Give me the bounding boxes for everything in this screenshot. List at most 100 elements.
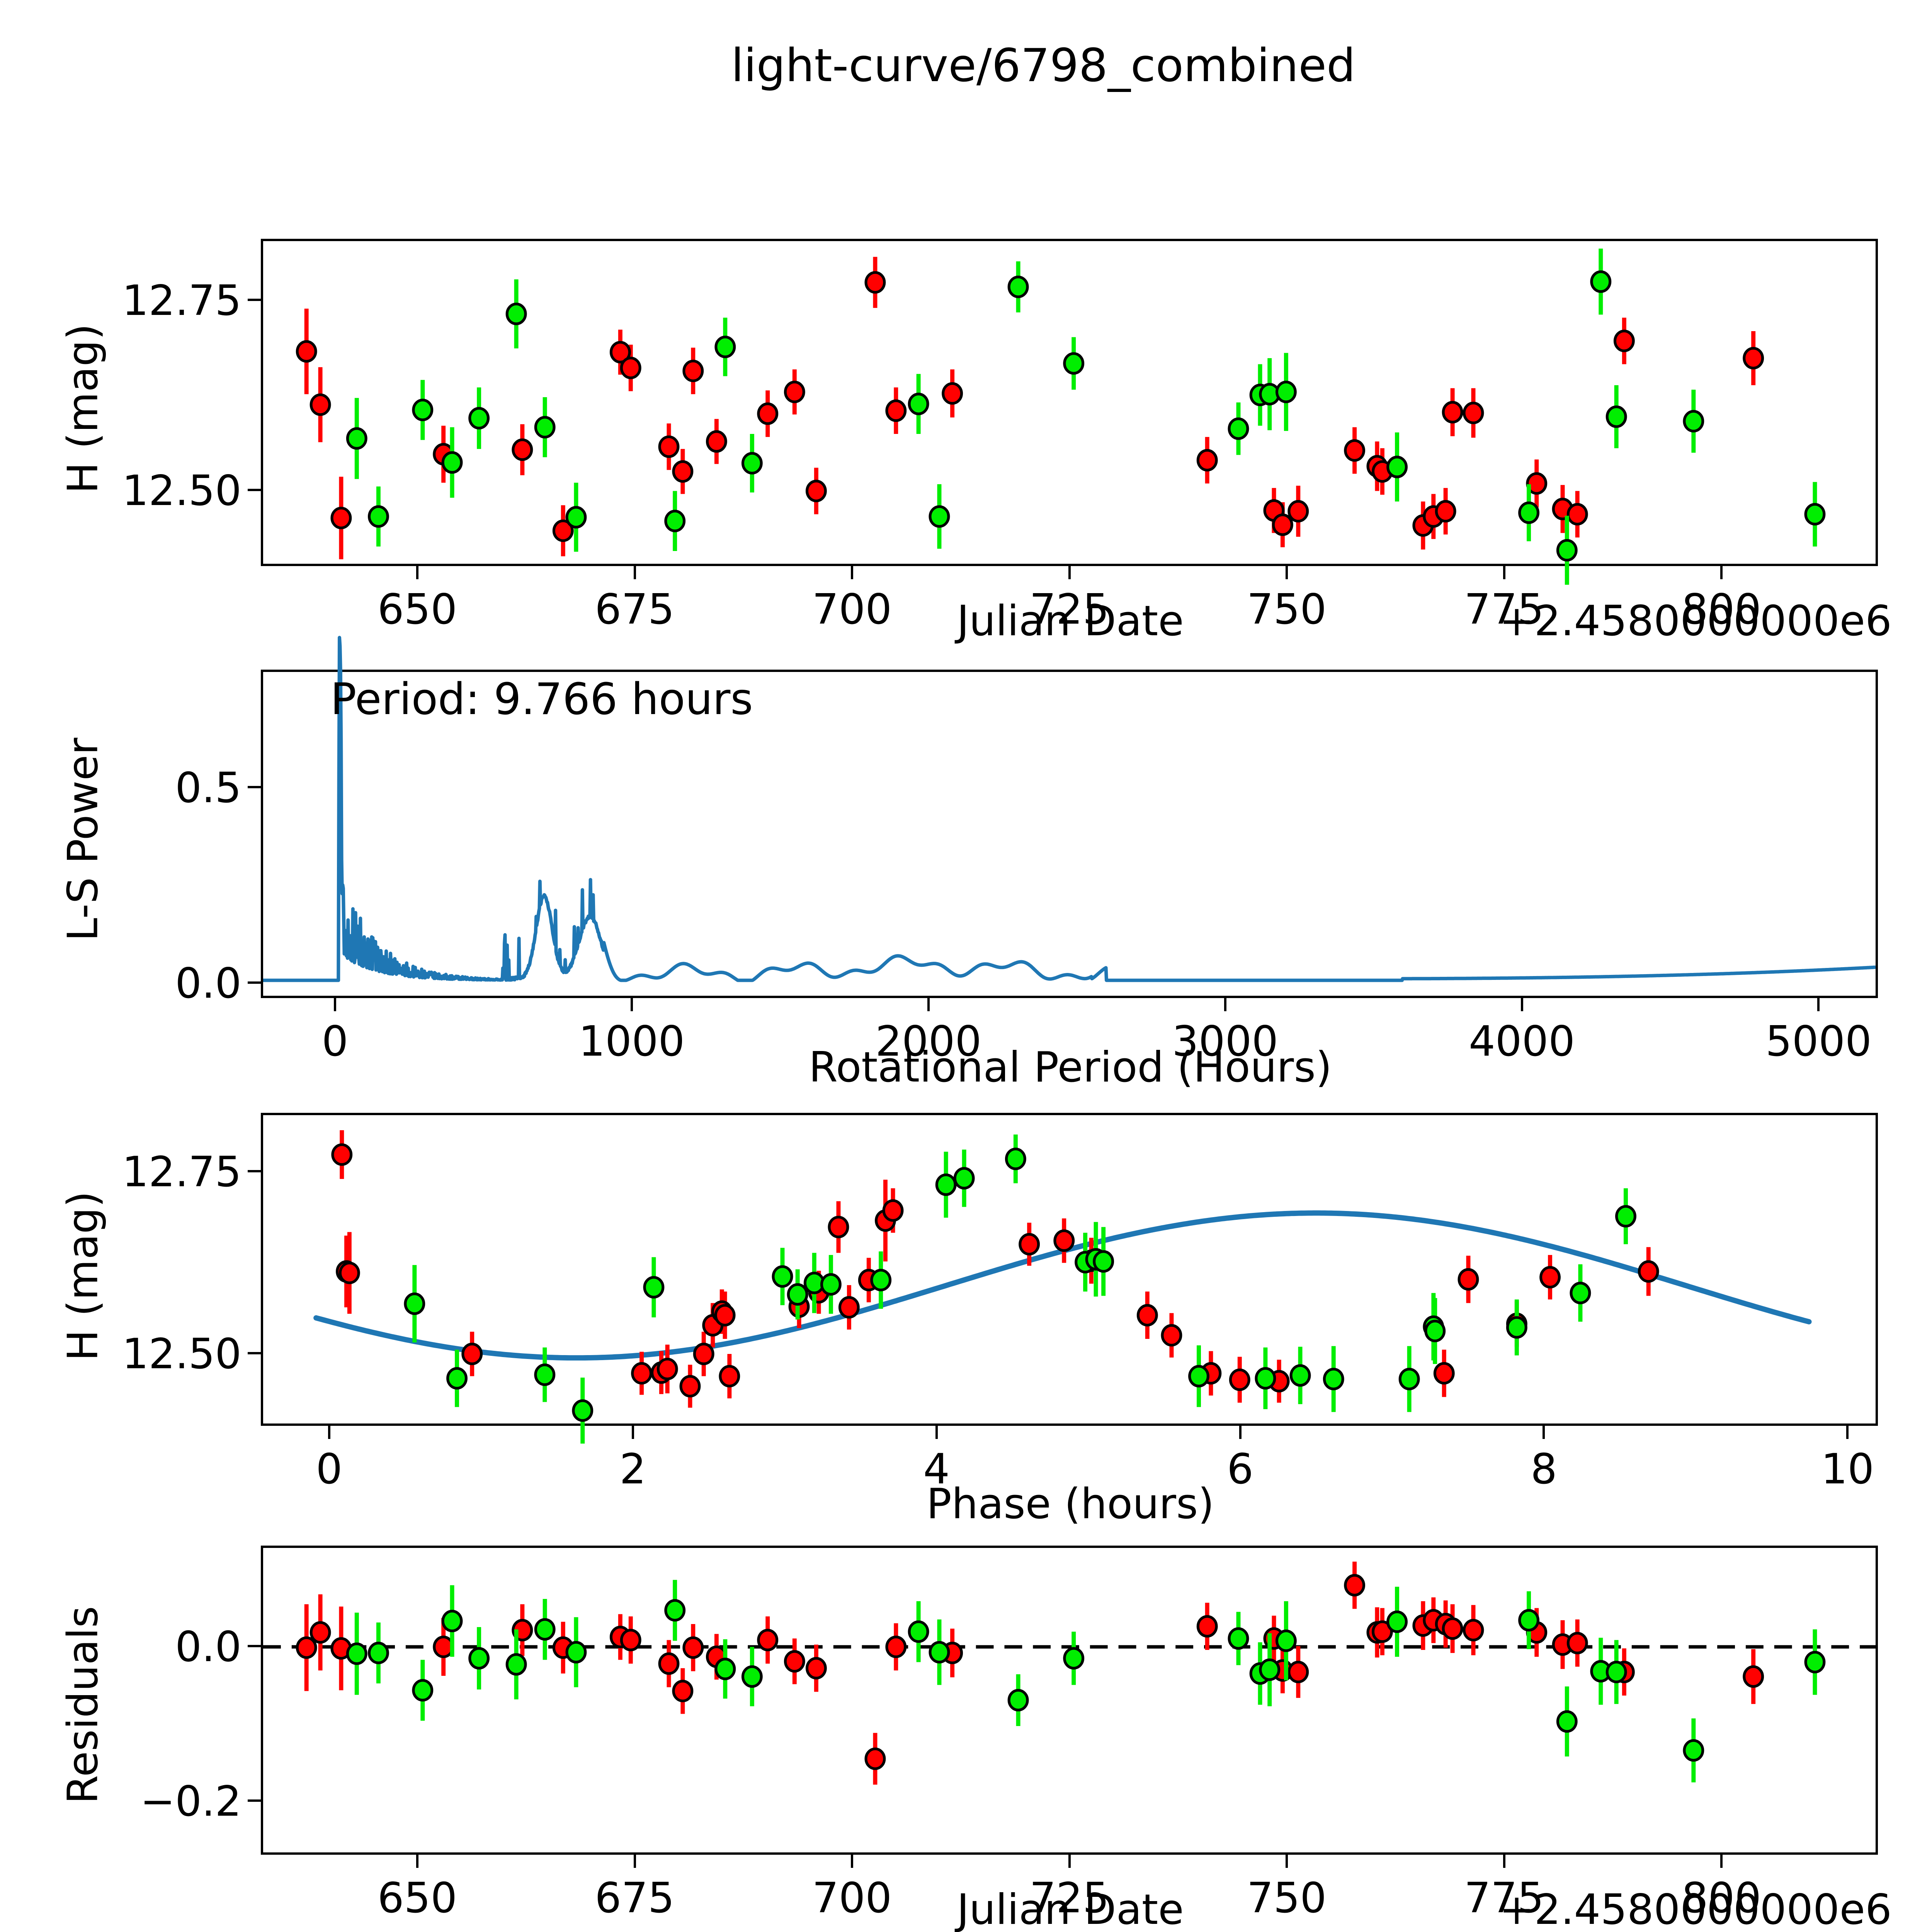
data-point bbox=[1386, 456, 1408, 478]
data-point bbox=[1424, 1320, 1446, 1342]
data-point bbox=[1743, 347, 1764, 370]
data-point bbox=[505, 303, 527, 325]
data-point bbox=[1228, 1627, 1249, 1650]
y-tick-label: 0.5 bbox=[175, 764, 242, 812]
data-point bbox=[338, 1262, 360, 1284]
x-tick-label: 650 bbox=[377, 1874, 457, 1922]
x-tick-mark bbox=[1239, 1426, 1242, 1439]
data-point bbox=[1323, 1367, 1344, 1391]
data-point bbox=[1161, 1324, 1182, 1347]
periodogram-ylabel: L-S Power bbox=[59, 738, 107, 941]
x-tick-label: 675 bbox=[595, 585, 675, 634]
data-point bbox=[805, 480, 827, 502]
data-point bbox=[1539, 1266, 1561, 1289]
data-point bbox=[1804, 503, 1826, 526]
series-green bbox=[346, 1580, 1826, 1782]
x-tick-label: 650 bbox=[377, 585, 457, 634]
y-tick-label: −0.2 bbox=[140, 1777, 242, 1826]
data-point bbox=[1435, 500, 1456, 523]
y-tick-mark bbox=[248, 1170, 261, 1172]
data-point bbox=[565, 506, 587, 529]
data-point bbox=[296, 1636, 317, 1659]
y-tick-mark bbox=[248, 786, 261, 788]
data-point bbox=[682, 1636, 704, 1659]
data-point bbox=[1259, 1658, 1281, 1681]
x-tick-mark bbox=[633, 566, 636, 579]
data-point bbox=[1275, 1629, 1297, 1652]
y-tick-label: 0.0 bbox=[175, 959, 242, 1008]
data-point bbox=[741, 452, 763, 474]
x-tick-mark bbox=[1068, 566, 1071, 579]
data-point bbox=[367, 505, 389, 528]
data-point bbox=[310, 1621, 331, 1644]
data-point bbox=[1804, 1651, 1826, 1673]
data-point bbox=[664, 510, 686, 532]
light-curve-offset-text: +2.4580000000e6 bbox=[1499, 597, 1892, 645]
data-point bbox=[620, 357, 641, 379]
x-tick-mark bbox=[416, 1855, 418, 1868]
data-point bbox=[784, 381, 805, 403]
data-point bbox=[1344, 439, 1366, 462]
x-tick-label: 4 bbox=[923, 1445, 950, 1493]
x-tick-mark bbox=[851, 1855, 853, 1868]
series-red bbox=[296, 1561, 1764, 1785]
y-tick-label: 0.0 bbox=[175, 1623, 242, 1671]
data-point bbox=[838, 1296, 860, 1319]
data-point bbox=[714, 335, 736, 358]
data-point bbox=[1683, 1739, 1704, 1762]
data-point bbox=[310, 393, 331, 416]
data-point bbox=[828, 1216, 849, 1238]
data-point bbox=[1289, 1364, 1311, 1387]
residuals-offset-text: +2.4580000000e6 bbox=[1499, 1886, 1892, 1932]
data-point bbox=[1442, 401, 1463, 423]
y-tick-mark bbox=[248, 981, 261, 984]
data-point bbox=[1526, 472, 1548, 495]
data-point bbox=[1518, 1609, 1540, 1632]
data-point bbox=[505, 1653, 527, 1676]
data-point bbox=[1743, 1665, 1764, 1688]
x-tick-mark bbox=[1286, 566, 1288, 579]
series-green bbox=[404, 1134, 1636, 1444]
data-point bbox=[1005, 1148, 1026, 1170]
data-point bbox=[412, 1679, 434, 1702]
x-tick-mark bbox=[630, 998, 633, 1011]
data-point bbox=[656, 1357, 678, 1381]
y-tick-mark bbox=[248, 1352, 261, 1354]
x-tick-label: 800 bbox=[1681, 585, 1762, 634]
series-green bbox=[346, 248, 1826, 585]
x-tick-label: 700 bbox=[812, 585, 892, 634]
data-point bbox=[664, 1599, 686, 1622]
data-point bbox=[772, 1265, 793, 1288]
x-tick-label: 775 bbox=[1464, 1874, 1544, 1922]
data-point bbox=[787, 1283, 808, 1306]
data-point bbox=[672, 460, 694, 483]
data-point bbox=[1093, 1250, 1114, 1273]
y-tick-mark bbox=[248, 1799, 261, 1802]
x-tick-label: 3000 bbox=[1172, 1017, 1279, 1066]
data-point bbox=[885, 1636, 907, 1658]
data-point bbox=[433, 1636, 454, 1658]
x-tick-mark bbox=[333, 998, 336, 1011]
data-point bbox=[820, 1273, 842, 1296]
y-tick-mark bbox=[248, 1645, 261, 1647]
x-tick-label: 2000 bbox=[875, 1017, 982, 1066]
data-point bbox=[1275, 381, 1297, 403]
x-tick-label: 800 bbox=[1681, 1874, 1762, 1922]
data-point bbox=[1566, 503, 1588, 526]
data-point bbox=[1344, 1574, 1366, 1597]
data-point bbox=[1255, 1367, 1276, 1390]
x-tick-label: 750 bbox=[1247, 585, 1327, 634]
data-point bbox=[441, 1610, 463, 1633]
data-point bbox=[1188, 1365, 1209, 1388]
data-point bbox=[658, 435, 680, 458]
x-tick-label: 4000 bbox=[1469, 1017, 1575, 1066]
data-point bbox=[1566, 1632, 1588, 1655]
x-tick-mark bbox=[1543, 1426, 1545, 1439]
data-point bbox=[446, 1367, 468, 1390]
y-tick-label: 12.75 bbox=[122, 1148, 242, 1196]
data-point bbox=[468, 1647, 490, 1670]
data-point bbox=[1287, 500, 1309, 523]
data-point bbox=[805, 1657, 827, 1680]
data-point bbox=[1590, 270, 1612, 293]
